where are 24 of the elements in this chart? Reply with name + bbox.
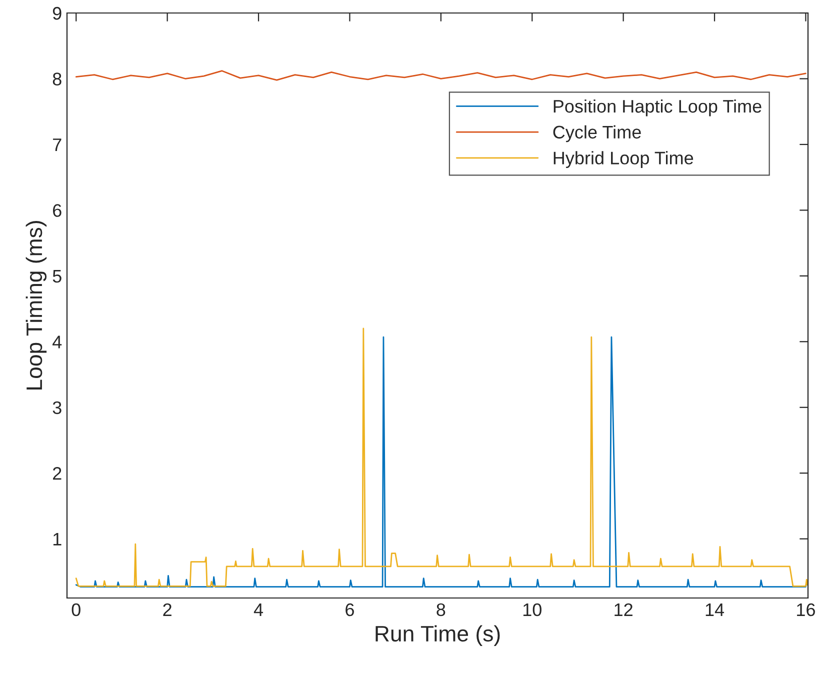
legend-label: Hybrid Loop Time (554, 151, 694, 168)
y-tick-label: 7 (53, 138, 62, 152)
y-tick-label: 3 (52, 401, 62, 414)
legend-label: Cycle Time (553, 125, 641, 142)
legend-label: Position Haptic Loop Time (554, 99, 762, 116)
y-tick-label: 1 (53, 532, 62, 546)
y-tick-label: 2 (53, 467, 62, 480)
y-axis-title: Loop Timing (ms) (26, 221, 47, 390)
x-tick-label: 4 (254, 604, 264, 616)
x-tick-label: 16 (797, 603, 815, 616)
y-tick-label: 8 (52, 72, 62, 86)
x-tick-label: 2 (163, 603, 172, 616)
y-tick-label: 4 (52, 336, 62, 348)
y-tick-label: 6 (53, 204, 62, 217)
y-tick-label: 5 (52, 270, 62, 283)
x-tick-label: 10 (523, 603, 542, 616)
x-tick-label: 6 (346, 603, 354, 616)
line-series (75, 70, 806, 81)
x-tick-label: 14 (706, 604, 724, 616)
y-tick-label: 9 (52, 6, 62, 20)
x-axis-title: Run Time (s) (376, 625, 500, 646)
x-tick-label: 12 (614, 603, 632, 616)
x-tick-label: 0 (72, 603, 80, 616)
x-tick-label: 8 (436, 603, 446, 616)
